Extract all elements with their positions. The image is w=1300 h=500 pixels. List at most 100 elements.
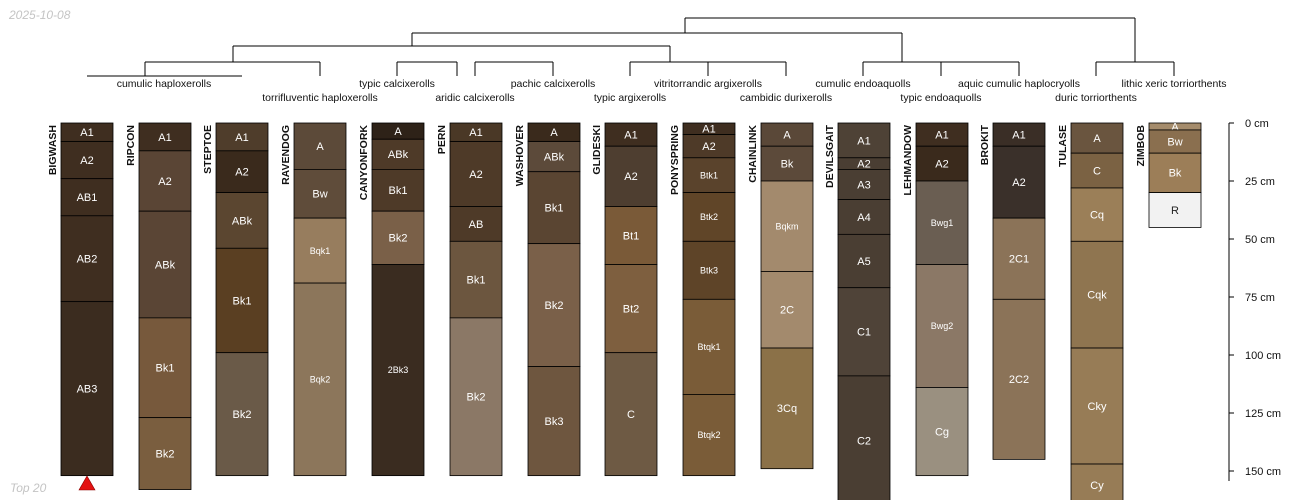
profile-zimbob: ZIMBOB A Bw Bk R [1135,121,1202,228]
horizon-btqk2 [682,394,736,477]
profile-name: PONYSPRING [669,125,681,195]
horizon-label: Btqk1 [697,342,720,352]
horizon-label: A1 [935,129,948,141]
profile-name: DEVILSGAIT [824,124,836,188]
horizon-label: A2 [469,169,482,181]
horizon-ab [449,206,503,242]
horizon-bqk2 [293,282,347,477]
horizon-label: 2C1 [1009,254,1029,266]
horizon-label: C1 [857,327,871,339]
horizon-a2 [60,141,114,180]
horizon-label: ABk [155,259,176,271]
taxon-label: aquic cumulic haplocryolls [958,78,1080,90]
horizon-label: Cky [1088,401,1107,413]
horizon-a [1070,122,1124,154]
depth-axis-tick-label: 75 cm [1245,292,1275,304]
horizon-label: Bk2 [233,409,252,421]
profile-name: LEHMANDOW [902,125,914,196]
profile-canyonfork: CANYONFORK A ABk Bk1 Bk2 2Bk3 [358,122,425,477]
horizon-label: Bk3 [545,416,564,428]
horizon-label: Cqk [1087,290,1107,302]
profile-ponyspring: PONYSPRING A1 A2 Btk1 Btk2 Btk3 Btqk1 Btqk2 [669,122,736,477]
profile-name: RIPCON [125,125,137,166]
taxon-label: duric torriorthents [1055,92,1137,104]
taxon-label: typic endoaquolls [900,92,981,104]
horizon-label: 3Cq [777,403,797,415]
taxon-label: typic argixerolls [594,92,666,104]
horizon-c2 [837,375,891,500]
taxon-label: lithic xeric torriorthents [1121,78,1226,90]
horizon-3cq [760,347,814,470]
depth-axis-tick-label: 125 cm [1245,408,1281,420]
horizon-label: Bk2 [156,448,175,460]
horizon-cqk [1070,240,1124,349]
horizon-label: A4 [857,212,870,224]
horizon-bk2 [138,417,192,490]
horizon-a1 [837,122,891,159]
horizon-a2 [215,150,269,193]
profile-name: CHAINLINK [747,125,759,183]
horizon-label: Bt2 [623,303,640,315]
horizon-bk2 [449,317,503,477]
horizon-a2 [992,145,1046,219]
dendrogram [87,17,1175,77]
horizon-a3 [837,168,891,200]
horizon-cg [915,387,969,477]
horizon-r [1148,192,1202,228]
selected-profile-marker [78,475,96,491]
horizon-cy [1070,463,1124,500]
horizon-label: A1 [235,132,248,144]
horizon-a1 [138,122,192,152]
horizon-btk1 [682,157,736,194]
horizon-label: A1 [857,135,870,147]
horizon-label: A [550,127,558,139]
horizon-label: ABk [544,151,565,163]
horizon-label: Bk1 [156,363,175,375]
horizon-bqk1 [293,217,347,284]
horizon-cky [1070,347,1124,465]
horizon-a2 [138,150,192,212]
horizon-a1 [215,122,269,152]
profile-name: BROKIT [979,124,991,165]
horizon-label: A2 [702,141,715,153]
taxon-label: vitritorrandic argixerolls [654,78,762,90]
horizon-label: A2 [235,167,248,179]
horizon-label: A [316,141,324,153]
horizon-label: A2 [80,155,93,167]
profile-name: ZIMBOB [1135,125,1147,167]
taxon-label: typic calcixerolls [359,78,435,90]
profile-devilsgait: DEVILSGAIT A1 A2 A3 A4 A5 C1 C2 [824,122,891,500]
horizon-label: Bk2 [467,392,486,404]
horizon-a [293,122,347,170]
horizon-ab1 [60,178,114,217]
horizon-label: Bwg1 [931,218,954,228]
profile-lehmandow: LEHMANDOW A1 A2 Bwg1 Bwg2 Cg [902,122,969,477]
taxon-label: torrifluventic haploxerolls [262,92,378,104]
horizon-a5 [837,233,891,289]
horizon-c1 [837,287,891,377]
horizon-btk2 [682,192,736,242]
horizon-label: Bk2 [389,233,408,245]
horizon-label: AB1 [77,192,98,204]
horizon-label: A2 [857,158,870,170]
horizon-label: Cq [1090,209,1104,221]
profile-steptoe: STEPTOE A1 A2 ABk Bk1 Bk2 [202,122,269,477]
horizon-bk2 [371,210,425,265]
horizon-label: C [627,409,635,421]
horizon-label: 2C [780,305,794,317]
depth-axis: 0 cm 25 cm 50 cm 75 cm 100 cm 125 cm 150 cm [1228,118,1281,481]
horizon-c [604,352,658,477]
horizon-label: A [1093,133,1101,145]
depth-axis-tick-label: 0 cm [1245,118,1269,130]
horizon-ab3 [60,301,114,477]
horizon-label: A2 [158,176,171,188]
horizon-2c2 [992,298,1046,460]
horizon-label: C [1093,165,1101,177]
horizon-bk [1148,152,1202,194]
horizon-label: A [1171,121,1179,133]
horizon-label: 2Bk3 [388,365,409,375]
horizon-label: Bk2 [545,300,564,312]
